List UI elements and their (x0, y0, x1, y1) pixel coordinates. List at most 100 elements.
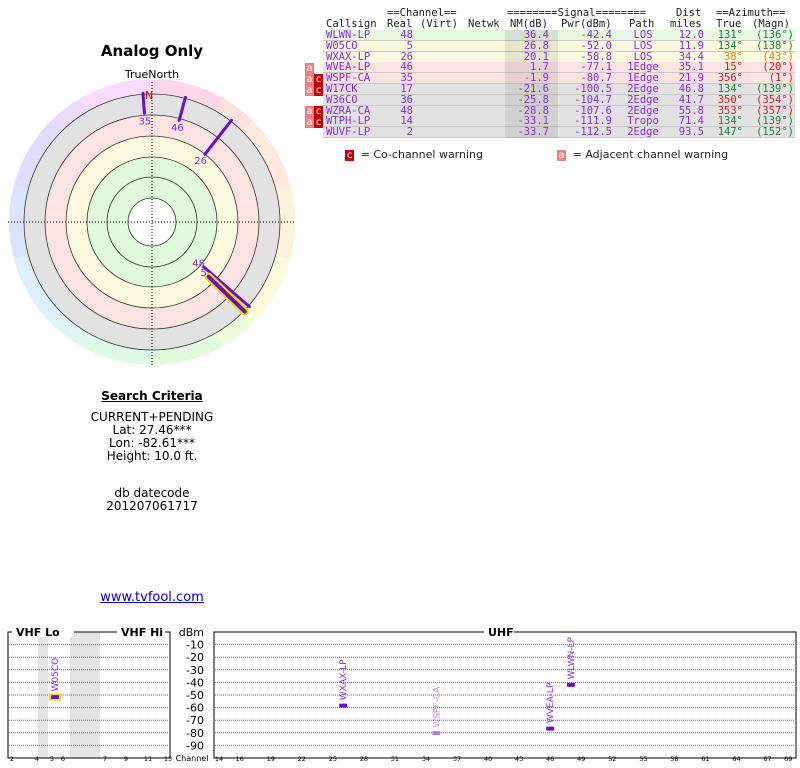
col-virt: (Virt) (420, 18, 458, 30)
cell-true: 131° (717, 29, 743, 41)
tvfool-link[interactable]: www.tvfool.com (100, 590, 204, 605)
cell-nm: 1.7 (530, 61, 549, 74)
adjacent-channel-legend-text: = Adjacent channel warning (572, 148, 729, 161)
co-channel-warning-badge: c (314, 106, 323, 118)
cell-callsign: W17CK (326, 83, 358, 95)
cell-pwr: -52.0 (580, 39, 612, 52)
cell-true: 356° (717, 72, 743, 85)
search-lat: Lat: 27.46*** (112, 423, 192, 437)
co-channel-warning-badge: c (314, 73, 323, 85)
band-label-bg (484, 625, 514, 637)
x-tick-label: 16 (236, 755, 244, 763)
cell-true: 38° (724, 50, 743, 63)
adjacent-warning-badge: a (305, 62, 314, 74)
y-tick-label: -80 (186, 727, 204, 740)
point-label: WSPF-CA (432, 686, 442, 728)
cell-path: 2Edge (627, 104, 659, 117)
x-tick-label: 49 (577, 755, 585, 763)
station-bearing-35 (141, 91, 146, 115)
cell-callsign: WVEA-LP (326, 61, 371, 74)
co-channel-warning-icon: c (345, 150, 354, 161)
db-datecode-value: 201207061717 (106, 499, 198, 513)
cell-pwr: -42.4 (580, 29, 612, 41)
warning-legend: c = Co-channel warning (345, 148, 483, 161)
co-channel-warning-badge: c (314, 116, 323, 128)
band-label-vhf_lo: VHF Lo (16, 626, 60, 639)
cell-callsign: W36CO (326, 93, 358, 106)
station-row: WUVF-LP 2 -33.7 -112.5 2Edge 93.5 147° (152°) (323, 126, 795, 139)
cell-dist: 55.8 (678, 104, 704, 117)
cell-dist: 34.4 (678, 50, 704, 63)
x-tick-label: 11 (144, 755, 152, 763)
station-bearing-26 (203, 118, 233, 156)
cell-pwr: -112.5 (574, 126, 612, 139)
cell-pwr: -77.1 (580, 61, 612, 74)
station-channel-label: 48 (192, 259, 205, 270)
polar-signal-plot: N 35 46 26 485 (8, 80, 296, 365)
cell-true: 147° (717, 126, 743, 139)
co-channel-legend-text: = Co-channel warning (360, 148, 483, 161)
x-tick-label: 2 (10, 755, 14, 763)
x-tick-label: 67 (763, 755, 771, 763)
y-tick-label: -40 (186, 676, 204, 689)
cell-magn: (138°) (756, 39, 794, 52)
channel-group-header: ==Channel== (387, 7, 457, 19)
x-tick-label: 55 (639, 755, 647, 763)
station-channel-label: 26 (194, 156, 207, 167)
co-channel-warning-badge: c (314, 84, 323, 96)
y-tick-label: -30 (186, 664, 204, 677)
cell-magn: (136°) (756, 29, 794, 41)
band-label-bg (117, 625, 165, 637)
cell-callsign: WTPH-LP (326, 115, 371, 128)
x-tick-label: 9 (124, 755, 128, 763)
cell-pwr: -100.5 (574, 83, 612, 95)
cell-real: 17 (400, 83, 413, 95)
x-tick-label: 61 (701, 755, 709, 763)
col-magn: (Magn) (752, 18, 790, 30)
x-tick-label: 46 (546, 755, 554, 763)
cell-dist: 35.1 (678, 61, 704, 74)
col-true: True (716, 18, 742, 30)
band-label-vhf_hi: VHF Hi (121, 626, 163, 639)
y-tick-label: -20 (186, 651, 204, 664)
cell-nm: -21.6 (517, 83, 549, 95)
y-tick-label: -70 (186, 714, 204, 727)
cell-magn: (1°) (768, 72, 794, 85)
cell-pwr: -107.6 (574, 104, 612, 117)
cell-path: 2Edge (627, 126, 659, 139)
cell-true: 134° (717, 115, 743, 128)
x-tick-label: 25 (329, 755, 337, 763)
cell-magn: (43°) (762, 50, 794, 63)
cell-real: 36 (400, 93, 413, 106)
signal-point (546, 726, 555, 731)
search-criteria: Search Criteria CURRENT+PENDING Lat: 27.… (0, 390, 304, 463)
cell-pwr: -58.8 (580, 50, 612, 63)
cell-path: 2Edge (627, 93, 659, 106)
signal-point (432, 731, 441, 736)
y-tick-label: -90 (186, 739, 204, 752)
cell-path: LOS (633, 29, 653, 41)
cell-dist: 93.5 (678, 126, 704, 139)
adjacent-warning-badge: a (305, 73, 314, 85)
search-criteria-heading: Search Criteria (101, 389, 203, 403)
station-bearing-46 (177, 95, 187, 122)
station-row: W17CK 17 -21.6 -100.5 2Edge 46.8 134° (139°) (323, 84, 795, 95)
cell-true: 134° (717, 83, 743, 95)
cell-nm: -25.8 (517, 93, 549, 106)
x-tick-label: 5 (50, 755, 54, 763)
x-tick-label: 22 (298, 755, 306, 763)
cell-magn: (354°) (756, 93, 794, 106)
band-label-uhf: UHF (488, 626, 514, 639)
cell-magn: (20°) (762, 61, 794, 74)
cell-real: 26 (400, 50, 413, 63)
y-tick-label: -60 (186, 702, 204, 715)
spectrum-chart: -10-20-30-40-50-60-70-80-90 dBm VHF Lo VHF … (7, 625, 797, 763)
x-tick-label: 6 (61, 755, 65, 763)
signal-point (339, 703, 348, 708)
x-tick-label: 34 (422, 755, 430, 763)
point-label: WLWN-LP (567, 636, 577, 679)
cell-pwr: -80.7 (580, 72, 612, 85)
cell-nm: 36.4 (523, 29, 549, 41)
cell-dist: 41.7 (678, 93, 704, 106)
station-row: WZRA-CA 48 -28.8 -107.6 2Edge 55.8 353° (357°) (323, 104, 795, 117)
